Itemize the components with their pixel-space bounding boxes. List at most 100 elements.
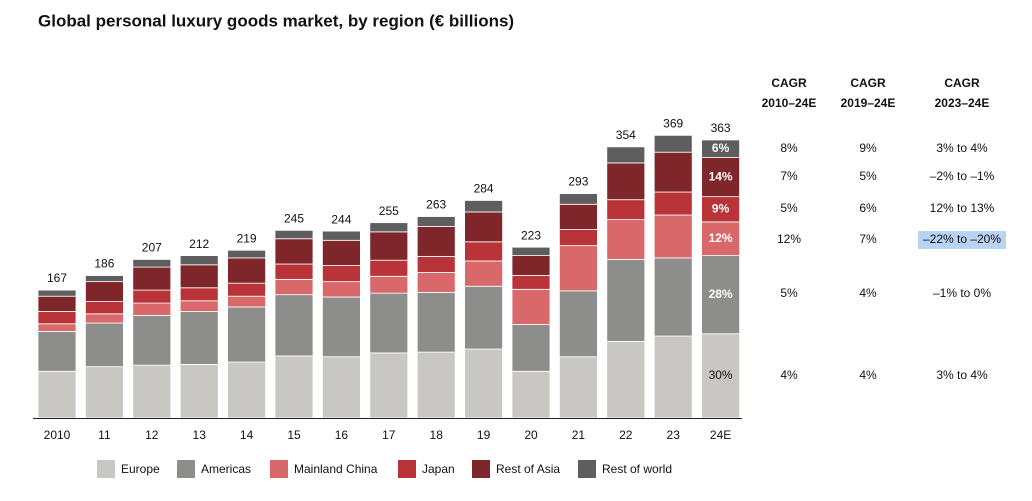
bar-segment bbox=[369, 259, 409, 277]
bar-segment bbox=[653, 191, 693, 216]
table-cell: 12% to 13% bbox=[930, 201, 995, 215]
bar-segment bbox=[653, 134, 693, 153]
bar-segment bbox=[227, 249, 267, 259]
table-cell: 5% bbox=[780, 286, 798, 300]
bar-segment bbox=[227, 295, 267, 308]
bar-segment bbox=[179, 264, 219, 289]
bar-segment bbox=[416, 291, 456, 353]
bar-segment bbox=[369, 275, 409, 294]
table-cell: 3% to 4% bbox=[936, 141, 988, 155]
x-tick-label: 19 bbox=[477, 428, 491, 442]
total-label: 263 bbox=[426, 198, 446, 212]
bar-segment bbox=[321, 265, 361, 283]
bar-segment bbox=[85, 275, 124, 283]
total-label: 369 bbox=[663, 117, 683, 131]
bar-segment bbox=[179, 255, 219, 266]
bar-segment bbox=[559, 193, 598, 205]
bar-segment bbox=[37, 289, 77, 297]
bar-segment bbox=[416, 216, 456, 227]
total-label: 245 bbox=[284, 212, 304, 226]
table-cell: 7% bbox=[780, 169, 798, 183]
table-cell: 6% bbox=[859, 201, 877, 215]
bar-segment bbox=[606, 340, 646, 419]
bar-segment bbox=[464, 211, 504, 243]
bar-segment bbox=[464, 241, 504, 262]
bar-segment bbox=[511, 370, 551, 419]
x-tick-label: 13 bbox=[193, 428, 207, 442]
x-tick-label: 20 bbox=[524, 428, 538, 442]
segment-label: 6% bbox=[712, 141, 730, 155]
bar-segment bbox=[85, 281, 124, 302]
bar-segment bbox=[464, 285, 504, 350]
bar-segment bbox=[701, 196, 740, 223]
bar-segment bbox=[369, 352, 409, 419]
bar-segment bbox=[653, 151, 693, 193]
table-cell: 5% bbox=[780, 201, 798, 215]
total-label: 363 bbox=[711, 121, 731, 135]
bar-segment bbox=[653, 214, 693, 259]
bar-segment bbox=[132, 364, 172, 419]
bar-segment bbox=[132, 314, 172, 366]
table-cell: 7% bbox=[859, 232, 877, 246]
bar-segment bbox=[321, 239, 361, 266]
bar-segment bbox=[132, 302, 172, 316]
legend-label: Mainland China bbox=[294, 462, 378, 476]
bar-segment bbox=[464, 348, 504, 419]
total-label: 219 bbox=[237, 231, 257, 245]
bar-segment bbox=[464, 200, 504, 213]
bar-segment bbox=[37, 331, 77, 372]
bar-segment bbox=[416, 226, 456, 257]
table-cell: 9% bbox=[859, 141, 877, 155]
bar-segment bbox=[653, 257, 693, 337]
bar-segment bbox=[511, 255, 551, 276]
bar-segment bbox=[132, 289, 172, 304]
bar-segment bbox=[606, 162, 646, 201]
bar-segment bbox=[369, 222, 409, 233]
x-tick-label: 18 bbox=[430, 428, 444, 442]
bar-segment bbox=[606, 199, 646, 221]
bar-segment bbox=[274, 238, 314, 265]
total-label: 186 bbox=[94, 257, 114, 271]
legend-swatch bbox=[177, 460, 195, 478]
bar-segment bbox=[85, 313, 124, 324]
bar-segment bbox=[37, 370, 77, 419]
bar-segment bbox=[559, 229, 598, 247]
bar-segment bbox=[37, 311, 77, 325]
bar-segment bbox=[606, 219, 646, 260]
total-label: 207 bbox=[142, 241, 162, 255]
table-cell: –22% to –20% bbox=[923, 232, 1001, 246]
table-header: CAGR bbox=[944, 76, 980, 90]
bar-segment bbox=[321, 281, 361, 298]
table-cell: 3% to 4% bbox=[936, 368, 988, 382]
table-header: 2023–24E bbox=[935, 96, 990, 110]
bar-segment bbox=[369, 292, 409, 354]
bar-segment bbox=[464, 260, 504, 287]
bar-segment bbox=[179, 363, 219, 419]
bar-segment bbox=[179, 300, 219, 312]
x-tick-label: 15 bbox=[287, 428, 301, 442]
x-tick-label: 14 bbox=[240, 428, 254, 442]
total-label: 212 bbox=[189, 237, 209, 251]
bar-segment bbox=[701, 333, 740, 419]
segment-label: 30% bbox=[709, 368, 733, 382]
bar-segment bbox=[321, 356, 361, 419]
bar-segment bbox=[701, 139, 740, 158]
bar-segment bbox=[274, 229, 314, 240]
table-cell: 12% bbox=[777, 232, 801, 246]
bar-segment bbox=[227, 257, 267, 284]
x-tick-label: 12 bbox=[145, 428, 159, 442]
x-tick-label: 22 bbox=[619, 428, 633, 442]
table-cell: –2% to –1% bbox=[930, 169, 995, 183]
bar-segment bbox=[416, 255, 456, 273]
total-label: 223 bbox=[521, 228, 541, 242]
bar-segment bbox=[606, 259, 646, 342]
table-header: 2019–24E bbox=[841, 96, 896, 110]
table-cell: 8% bbox=[780, 141, 798, 155]
legend-label: Rest of Asia bbox=[496, 462, 560, 476]
legend-label: Japan bbox=[422, 462, 455, 476]
bar-segment bbox=[179, 311, 219, 365]
bar-segment bbox=[227, 361, 267, 419]
segment-label: 14% bbox=[709, 169, 733, 183]
bar-segment bbox=[511, 246, 551, 257]
table-header: 2010–24E bbox=[762, 96, 817, 110]
